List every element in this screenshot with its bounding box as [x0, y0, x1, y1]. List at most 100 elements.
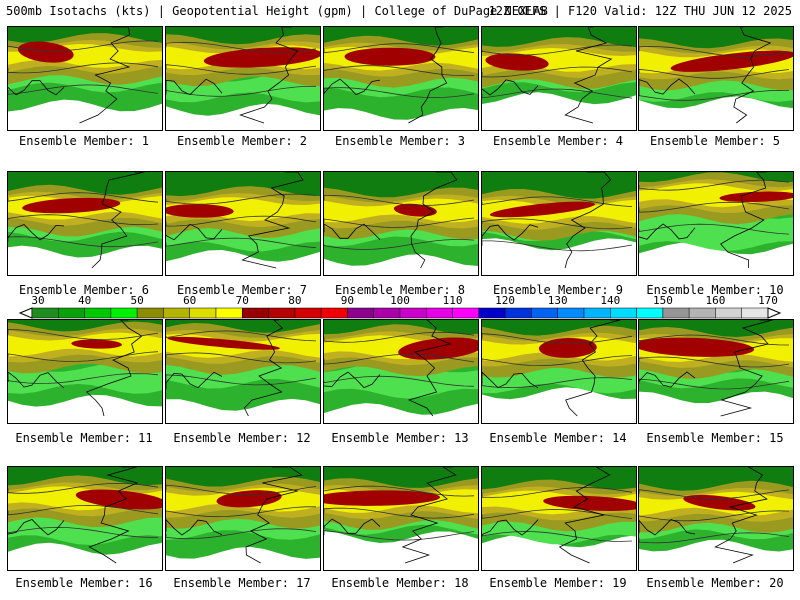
ensemble-member-label: Ensemble Member: 2 [176, 134, 308, 148]
ensemble-panel-16 [7, 466, 163, 571]
colorbar-swatch [242, 307, 269, 319]
ensemble-map-4 [482, 27, 636, 130]
ensemble-member-label: Ensemble Member: 20 [646, 576, 784, 590]
ensemble-panel-20 [638, 466, 794, 571]
colorbar-swatch [373, 307, 401, 319]
colorbar-swatch [163, 307, 190, 319]
colorbar-swatch [320, 307, 348, 319]
colorbar-swatch [688, 307, 716, 319]
colorbar-swatch [715, 307, 742, 319]
colorbar-tick-label: 70 [235, 294, 249, 307]
colorbar-swatch [583, 307, 611, 319]
colorbar-swatch [636, 307, 664, 319]
ensemble-member-label: Ensemble Member: 10 [646, 283, 784, 297]
colorbar-tick-label: 30 [31, 294, 45, 307]
colorbar-tick-label: 170 [758, 294, 778, 307]
ensemble-panel-6 [7, 171, 163, 276]
colorbar-swatch [452, 307, 480, 319]
ensemble-panel-18 [323, 466, 479, 571]
colorbar-swatch [347, 307, 374, 319]
colorbar-swatch [110, 307, 138, 319]
colorbar: 30 40 50 60 70 80 90 100 110 120 130 140 150 160 170 [0, 294, 800, 320]
colorbar-tick-label: 40 [77, 294, 92, 307]
colorbar-swatch [84, 307, 112, 319]
colorbar-swatch [58, 307, 85, 319]
colorbar-swatch [478, 307, 506, 319]
ensemble-panel-2 [165, 26, 321, 131]
colorbar-tick-label: 120 [495, 294, 516, 307]
ensemble-panel-3 [323, 26, 479, 131]
ensemble-panel-15 [638, 319, 794, 424]
ensemble-member-label: Ensemble Member: 3 [334, 134, 466, 148]
ensemble-member-label: Ensemble Member: 13 [331, 431, 469, 445]
colorbar-tick-label: 80 [288, 294, 302, 307]
colorbar-swatch [741, 307, 769, 319]
ensemble-map-10 [639, 172, 793, 275]
colorbar-tick-label: 60 [183, 294, 197, 307]
ensemble-panel-11 [7, 319, 163, 424]
ensemble-panel-9 [481, 171, 637, 276]
valid-time-title: 12Z GEFS | F120 Valid: 12Z THU JUN 12 20… [488, 4, 792, 18]
colorbar-swatch [662, 307, 690, 319]
ensemble-member-label: Ensemble Member: 19 [489, 576, 627, 590]
ensemble-map-14 [482, 320, 636, 423]
ensemble-map-18 [324, 467, 478, 570]
ensemble-map-5 [639, 27, 793, 130]
ensemble-panel-5 [638, 26, 794, 131]
ensemble-panel-13 [323, 319, 479, 424]
ensemble-map-6 [8, 172, 162, 275]
ensemble-map-2 [166, 27, 320, 130]
colorbar-tick-label: 160 [705, 294, 726, 307]
colorbar-tick-label: 100 [390, 294, 410, 307]
colorbar-swatch [426, 307, 453, 319]
ensemble-member-label: Ensemble Member: 1 [18, 134, 150, 148]
ensemble-map-13 [324, 320, 478, 423]
colorbar-tick-label: 90 [340, 294, 355, 307]
ensemble-panel-4 [481, 26, 637, 131]
ensemble-panel-17 [165, 466, 321, 571]
colorbar-left-arrow [18, 307, 33, 319]
ensemble-member-label: Ensemble Member: 18 [331, 576, 469, 590]
colorbar-swatch [215, 307, 243, 319]
colorbar-swatch [268, 307, 296, 319]
ensemble-member-label: Ensemble Member: 12 [173, 431, 311, 445]
ensemble-map-8 [324, 172, 478, 275]
colorbar-right-arrow [767, 307, 782, 319]
ensemble-member-label: Ensemble Member: 8 [334, 283, 466, 297]
ensemble-map-15 [639, 320, 793, 423]
colorbar-swatch [610, 307, 637, 319]
ensemble-panel-7 [165, 171, 321, 276]
ensemble-member-label: Ensemble Member: 6 [18, 283, 150, 297]
ensemble-panel-8 [323, 171, 479, 276]
ensemble-map-7 [166, 172, 320, 275]
colorbar-swatch [136, 307, 164, 319]
colorbar-swatch [189, 307, 217, 319]
ensemble-member-label: Ensemble Member: 7 [176, 283, 308, 297]
ensemble-member-label: Ensemble Member: 17 [173, 576, 311, 590]
colorbar-tick-label: 140 [600, 294, 621, 307]
ensemble-member-label: Ensemble Member: 15 [646, 431, 784, 445]
ensemble-map-16 [8, 467, 162, 570]
ensemble-member-label: Ensemble Member: 14 [489, 431, 627, 445]
ensemble-panel-12 [165, 319, 321, 424]
colorbar-tick-label: 50 [130, 294, 144, 307]
ensemble-member-label: Ensemble Member: 4 [492, 134, 624, 148]
colorbar-tick-label: 130 [547, 294, 568, 307]
colorbar-tick-label: 110 [442, 294, 463, 307]
ensemble-map-12 [166, 320, 320, 423]
ensemble-panel-14 [481, 319, 637, 424]
ensemble-map-17 [166, 467, 320, 570]
ensemble-map-9 [482, 172, 636, 275]
colorbar-tick-label: 150 [652, 294, 673, 307]
chart-title: 500mb Isotachs (kts) | Geopotential Heig… [6, 4, 548, 18]
ensemble-map-20 [639, 467, 793, 570]
colorbar-swatch [31, 307, 59, 319]
ensemble-member-label: Ensemble Member: 16 [15, 576, 153, 590]
ensemble-panel-10 [638, 171, 794, 276]
colorbar-swatch [294, 307, 322, 319]
ensemble-member-label: Ensemble Member: 9 [492, 283, 624, 297]
ensemble-panel-19 [481, 466, 637, 571]
ensemble-member-label: Ensemble Member: 11 [15, 431, 153, 445]
colorbar-swatch [557, 307, 585, 319]
ensemble-map-3 [324, 27, 478, 130]
